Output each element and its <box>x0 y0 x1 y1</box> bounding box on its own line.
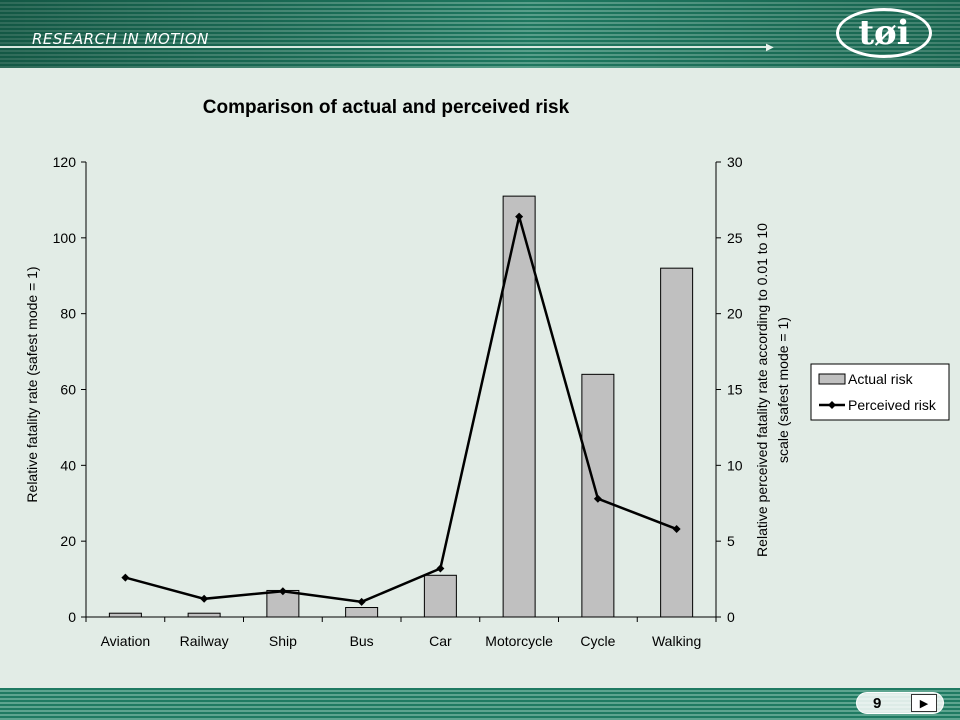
bar-actual-risk <box>187 612 221 618</box>
y-tick-label: 40 <box>60 457 76 473</box>
line-perceived-risk <box>125 216 678 604</box>
bar-actual-risk <box>266 589 300 618</box>
legend-marker-perceived-risk <box>828 401 836 409</box>
bar-actual-risk <box>108 612 142 618</box>
y-tick-label: 80 <box>60 306 76 322</box>
x-tick-label: Motorcycle <box>485 633 553 649</box>
bar-actual-risk <box>660 267 694 618</box>
logo-text: tøi <box>858 13 910 53</box>
marker-perceived-risk <box>515 212 524 221</box>
bar-actual-risk <box>423 574 457 618</box>
bottom-banner <box>0 688 960 720</box>
banner-line <box>0 46 770 48</box>
y2-tick-label: 0 <box>727 609 735 625</box>
y-tick-label: 100 <box>53 230 77 246</box>
x-tick-label: Aviation <box>101 633 151 649</box>
y2-tick-label: 5 <box>727 533 735 549</box>
brand-text: RESEARCH IN MOTION <box>32 30 209 48</box>
x-tick-label: Cycle <box>580 633 615 649</box>
marker-perceived-risk <box>436 564 445 573</box>
top-banner: RESEARCH IN MOTION ▶ tøi <box>0 0 960 68</box>
marker-perceived-risk <box>278 587 287 596</box>
next-slide-button[interactable]: ▶ <box>911 694 937 712</box>
legend-swatch-actual-risk <box>818 373 846 385</box>
bar-actual-risk <box>345 607 379 618</box>
y2-axis-label-line2: scale (safest mode = 1) <box>775 317 791 463</box>
y-tick-label: 120 <box>53 154 77 170</box>
x-tick-label: Railway <box>180 633 229 649</box>
y-tick-label: 20 <box>60 533 76 549</box>
y2-axis-label-line1: Relative perceived fatality rate accordi… <box>754 223 770 557</box>
y-axis-label: Relative fatality rate (safest mode = 1) <box>24 266 40 502</box>
page-number: 9 <box>873 694 882 712</box>
toi-logo: tøi <box>836 8 932 58</box>
x-tick-label: Bus <box>350 633 374 649</box>
y2-tick-label: 15 <box>727 382 743 398</box>
page-navigation: 9 ▶ <box>856 692 944 714</box>
chart-title: Comparison of actual and perceived risk <box>203 97 570 118</box>
y2-tick-label: 30 <box>727 154 743 170</box>
marker-perceived-risk <box>593 494 602 503</box>
bar-actual-risk <box>502 195 536 618</box>
marker-perceived-risk <box>121 573 130 582</box>
x-tick-label: Car <box>429 633 452 649</box>
y2-tick-label: 10 <box>727 457 743 473</box>
legend-label-actual-risk: Actual risk <box>848 371 914 387</box>
marker-perceived-risk <box>672 525 681 534</box>
x-tick-label: Walking <box>652 633 701 649</box>
play-icon: ▶ <box>919 697 929 710</box>
x-tick-label: Ship <box>269 633 297 649</box>
y2-tick-label: 25 <box>727 230 743 246</box>
marker-perceived-risk <box>357 597 366 606</box>
banner-shade <box>0 0 960 68</box>
y2-tick-label: 20 <box>727 306 743 322</box>
arrow-right-icon: ▶ <box>766 42 774 53</box>
legend-label-perceived-risk: Perceived risk <box>848 397 937 413</box>
legend-box <box>810 363 950 421</box>
y-tick-label: 60 <box>60 382 76 398</box>
y-tick-label: 0 <box>68 609 76 625</box>
marker-perceived-risk <box>200 594 209 603</box>
risk-chart: Comparison of actual and perceived risk 0… <box>24 97 950 649</box>
